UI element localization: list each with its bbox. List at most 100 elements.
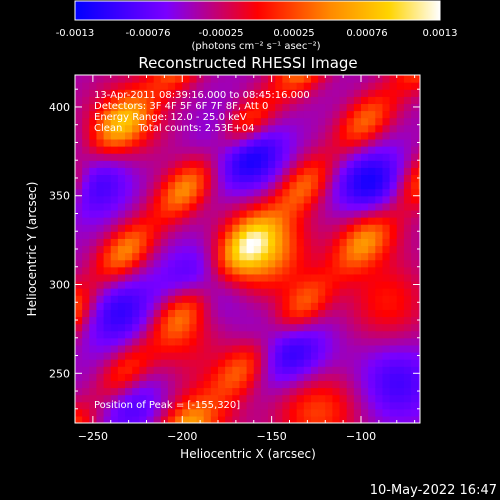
heatmap-cell xyxy=(117,288,126,296)
heatmap-cell xyxy=(303,131,312,140)
heatmap-cell xyxy=(132,146,140,154)
heatmap-cell xyxy=(418,82,420,90)
heatmap-cell xyxy=(332,380,341,389)
heatmap-cell xyxy=(346,351,355,360)
heatmap-cell xyxy=(246,366,255,374)
heatmap-cell xyxy=(411,323,419,332)
heatmap-cell xyxy=(232,96,241,105)
heatmap-cell xyxy=(203,153,212,161)
heatmap-cell xyxy=(339,266,348,275)
heatmap-cell xyxy=(182,359,190,367)
heatmap-cell xyxy=(160,217,169,225)
heatmap-cell xyxy=(110,89,119,97)
heatmap-cell xyxy=(325,217,334,225)
heatmap-cell xyxy=(396,387,405,396)
heatmap-cell xyxy=(268,103,276,112)
heatmap-cell xyxy=(110,188,119,197)
heatmap-cell xyxy=(253,344,262,353)
heatmap-cell xyxy=(167,82,176,90)
heatmap-cell xyxy=(167,131,176,140)
heatmap-cell xyxy=(75,302,83,310)
heatmap-cell xyxy=(146,82,155,90)
heatmap-cell xyxy=(332,146,341,154)
heatmap-cell xyxy=(318,245,326,254)
heatmap-cell xyxy=(167,146,176,154)
heatmap-cell xyxy=(82,110,90,119)
heatmap-cell xyxy=(82,160,90,168)
heatmap-cell xyxy=(260,245,269,254)
heatmap-cell xyxy=(203,245,212,254)
heatmap-cell xyxy=(389,231,398,239)
heatmap-cell xyxy=(339,217,348,225)
heatmap-cell xyxy=(125,89,133,97)
heatmap-cell xyxy=(225,394,233,403)
heatmap-cell xyxy=(239,181,248,190)
heatmap-cell xyxy=(382,337,391,346)
heatmap-cell xyxy=(282,245,291,254)
heatmap-cell xyxy=(182,181,190,190)
heatmap-cell xyxy=(160,309,169,318)
heatmap-cell xyxy=(96,103,105,112)
heatmap-cell xyxy=(96,231,105,239)
heatmap-cell xyxy=(389,138,398,147)
heatmap-cell xyxy=(246,387,255,396)
heatmap-cell xyxy=(310,415,319,423)
heatmap-cell xyxy=(110,273,119,282)
chart-title: Reconstructed RHESSI Image xyxy=(138,54,357,72)
heatmap-cell xyxy=(103,252,112,261)
heatmap-cell xyxy=(117,131,126,140)
heatmap-cell xyxy=(139,380,148,389)
heatmap-cell xyxy=(189,351,198,360)
heatmap-cell xyxy=(210,316,219,325)
heatmap-cell xyxy=(368,89,376,97)
heatmap-cell xyxy=(153,138,162,147)
heatmap-cell xyxy=(132,366,140,374)
heatmap-cell xyxy=(375,238,384,247)
heatmap-cell xyxy=(117,394,126,403)
heatmap-cell xyxy=(75,373,83,381)
heatmap-cell xyxy=(146,117,155,126)
heatmap-cell xyxy=(353,89,362,97)
heatmap-cell xyxy=(368,188,376,197)
heatmap-cell xyxy=(167,373,176,381)
heatmap-cell xyxy=(203,323,212,332)
heatmap-cell xyxy=(368,181,376,190)
heatmap-cell xyxy=(296,103,305,112)
heatmap-cell xyxy=(203,209,212,218)
heatmap-cell xyxy=(75,408,83,417)
heatmap-cell xyxy=(175,316,183,325)
heatmap-cell xyxy=(175,344,183,353)
heatmap-cell xyxy=(332,309,341,318)
heatmap-cell xyxy=(382,415,391,423)
heatmap-cell xyxy=(296,188,305,197)
heatmap-cell xyxy=(246,252,255,261)
heatmap-cell xyxy=(203,96,212,105)
heatmap-cell xyxy=(182,138,190,147)
heatmap-cell xyxy=(75,401,83,410)
heatmap-cell xyxy=(103,224,112,232)
heatmap-cell xyxy=(139,366,148,374)
heatmap-cell xyxy=(396,302,405,310)
heatmap-cell xyxy=(389,344,398,353)
heatmap-cell xyxy=(260,302,269,310)
heatmap-cell xyxy=(175,408,183,417)
heatmap-cell xyxy=(82,217,90,225)
heatmap-cell xyxy=(382,288,391,296)
heatmap-cell xyxy=(275,323,283,332)
heatmap-cell xyxy=(89,344,98,353)
heatmap-cell xyxy=(175,75,183,83)
heatmap-cell xyxy=(260,153,269,161)
heatmap-cell xyxy=(325,238,334,247)
heatmap-cell xyxy=(353,103,362,112)
heatmap-cell xyxy=(339,408,348,417)
heatmap-cell xyxy=(96,202,105,211)
heatmap-cell xyxy=(382,380,391,389)
heatmap-cell xyxy=(139,295,148,303)
heatmap-cell xyxy=(310,231,319,239)
heatmap-cell xyxy=(389,110,398,119)
heatmap-cell xyxy=(196,408,205,417)
heatmap-cell xyxy=(368,295,376,303)
heatmap-cell xyxy=(260,408,269,417)
heatmap-cell xyxy=(246,131,255,140)
heatmap-cell xyxy=(246,153,255,161)
